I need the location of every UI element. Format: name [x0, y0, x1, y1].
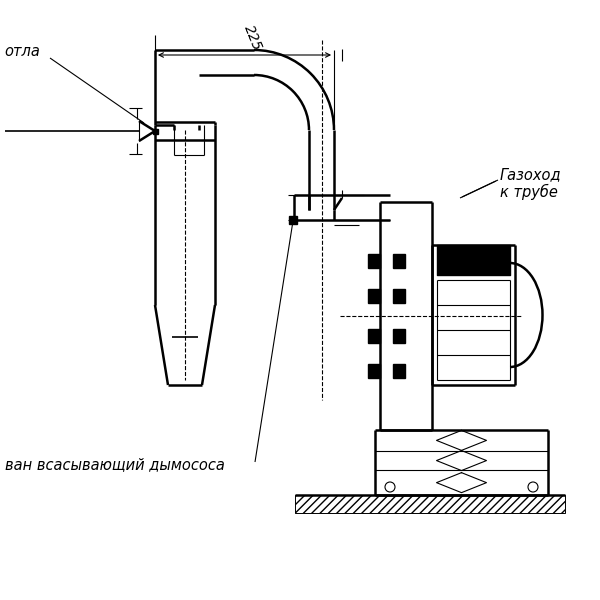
Bar — [152, 128, 157, 133]
Text: ван всасывающий дымососа: ван всасывающий дымососа — [5, 457, 225, 473]
Bar — [393, 364, 405, 378]
Bar — [368, 254, 380, 268]
Text: к трубе: к трубе — [500, 184, 558, 200]
Text: отла: отла — [4, 44, 40, 59]
Bar — [368, 289, 380, 303]
Text: Газоход: Газоход — [500, 167, 562, 182]
Bar — [393, 289, 405, 303]
Bar — [368, 364, 380, 378]
Bar — [295, 495, 565, 513]
Text: 225: 225 — [241, 23, 264, 53]
Bar — [393, 329, 405, 343]
Bar — [393, 254, 405, 268]
Bar — [289, 216, 297, 224]
Bar — [368, 329, 380, 343]
